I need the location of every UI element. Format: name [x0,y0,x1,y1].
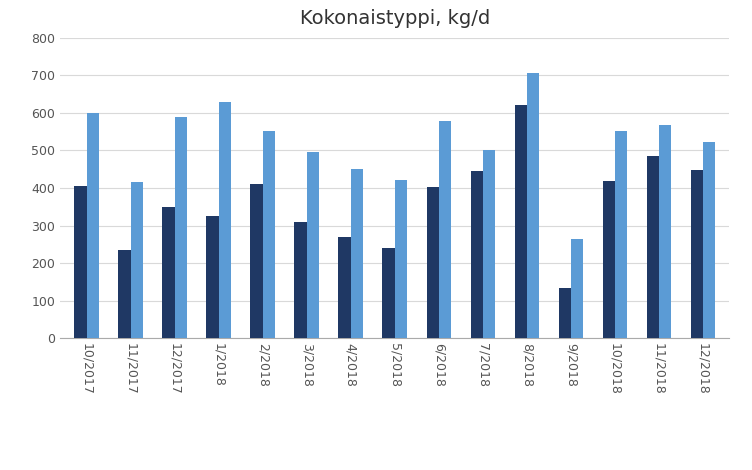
Bar [250,184,262,338]
Bar [690,170,703,338]
Bar [74,186,86,338]
Bar [659,125,672,338]
Bar [426,187,439,338]
Bar [602,181,615,338]
Bar [295,222,307,338]
Bar [471,171,483,338]
Bar [118,250,131,338]
Bar [86,113,99,338]
Bar [383,248,395,338]
Bar [439,121,451,338]
Bar [131,182,143,338]
Bar [647,156,659,338]
Bar [571,239,584,338]
Bar [615,131,627,338]
Title: Kokonaistyppi, kg/d: Kokonaistyppi, kg/d [300,9,490,28]
Bar [262,131,275,338]
Bar [338,237,350,338]
Bar [395,180,407,338]
Bar [703,142,715,338]
Bar [483,150,495,338]
Bar [307,152,319,338]
Bar [174,118,187,338]
Bar [219,102,231,338]
Bar [162,207,174,338]
Bar [350,169,363,338]
Bar [559,288,571,338]
Bar [514,105,527,338]
Bar [206,216,219,338]
Bar [527,73,539,338]
